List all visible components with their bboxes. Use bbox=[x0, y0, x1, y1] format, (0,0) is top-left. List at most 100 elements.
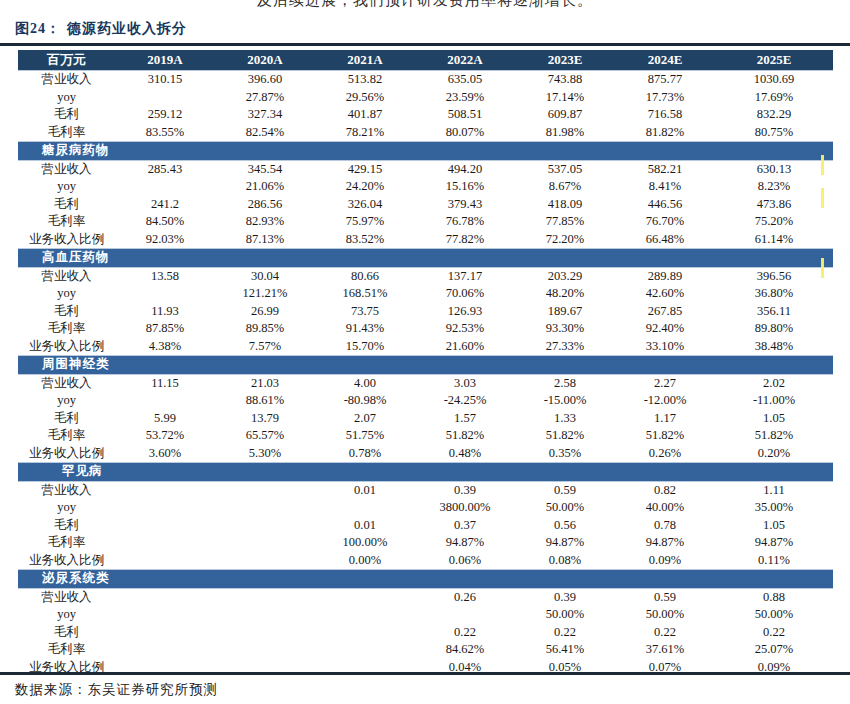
value-cell bbox=[215, 606, 315, 624]
value-cell: 82.54% bbox=[215, 124, 315, 142]
table-row: 毛利率84.62%56.41%37.61%25.07% bbox=[18, 641, 833, 659]
table-row: yoy3800.00%50.00%40.00%35.00% bbox=[18, 499, 833, 517]
value-cell: 21.06% bbox=[215, 178, 315, 196]
value-cell: 87.85% bbox=[115, 320, 215, 338]
value-cell: 4.38% bbox=[115, 338, 215, 356]
year-header: 2022A bbox=[415, 50, 515, 71]
value-cell: 94.87% bbox=[515, 534, 615, 552]
value-cell bbox=[215, 641, 315, 659]
table-row: 业务收入比例3.60%5.30%0.78%0.48%0.35%0.26%0.20… bbox=[18, 445, 833, 463]
table-row: yoy21.06%24.20%15.16%8.67%8.41%8.23% bbox=[18, 178, 833, 196]
clipped-paragraph-text: 及后续进展，我们预计研发费用率将逐渐增长。 bbox=[0, 0, 850, 10]
value-cell: 0.59 bbox=[615, 588, 715, 606]
value-cell: 473.86 bbox=[715, 196, 833, 214]
row-label: 业务收入比例 bbox=[18, 445, 115, 463]
value-cell: 75.20% bbox=[715, 213, 833, 231]
value-cell: 3.60% bbox=[115, 445, 215, 463]
value-cell bbox=[115, 285, 215, 303]
unit-header: 百万元 bbox=[18, 50, 115, 71]
value-cell: 27.87% bbox=[215, 89, 315, 107]
value-cell: 42.60% bbox=[615, 285, 715, 303]
value-cell: 875.77 bbox=[615, 71, 715, 89]
value-cell bbox=[415, 606, 515, 624]
value-cell: 80.07% bbox=[415, 124, 515, 142]
value-cell: 35.00% bbox=[715, 499, 833, 517]
value-cell: 70.06% bbox=[415, 285, 515, 303]
value-cell: 87.13% bbox=[215, 231, 315, 249]
value-cell bbox=[115, 178, 215, 196]
section-title: 罕见病 bbox=[18, 463, 833, 482]
value-cell: 0.08% bbox=[515, 552, 615, 570]
value-cell: 94.87% bbox=[615, 534, 715, 552]
value-cell: 1.05 bbox=[715, 517, 833, 535]
value-cell: 0.39 bbox=[415, 481, 515, 499]
value-cell: 0.22 bbox=[515, 624, 615, 642]
value-cell: 396.56 bbox=[715, 267, 833, 285]
value-cell: 203.29 bbox=[515, 267, 615, 285]
value-cell bbox=[115, 89, 215, 107]
value-cell: 0.26 bbox=[415, 588, 515, 606]
value-cell: 1.17 bbox=[615, 410, 715, 428]
value-cell: 0.78% bbox=[315, 445, 415, 463]
value-cell: 494.20 bbox=[415, 160, 515, 178]
value-cell: 0.88 bbox=[715, 588, 833, 606]
value-cell: 630.13 bbox=[715, 160, 833, 178]
year-header: 2020A bbox=[215, 50, 315, 71]
value-cell: 48.20% bbox=[515, 285, 615, 303]
value-cell bbox=[215, 517, 315, 535]
value-cell: 15.70% bbox=[315, 338, 415, 356]
header-row: 百万元2019A2020A2021A2022A2023E2024E2025E bbox=[18, 50, 833, 71]
value-cell: 429.15 bbox=[315, 160, 415, 178]
value-cell: 21.60% bbox=[415, 338, 515, 356]
value-cell: 50.00% bbox=[515, 499, 615, 517]
value-cell: 50.00% bbox=[515, 606, 615, 624]
value-cell: 84.50% bbox=[115, 213, 215, 231]
table-row: 毛利259.12327.34401.87508.51609.87716.5883… bbox=[18, 106, 833, 124]
value-cell bbox=[315, 624, 415, 642]
value-cell bbox=[215, 588, 315, 606]
value-cell bbox=[215, 499, 315, 517]
section-band-row: 罕见病 bbox=[18, 463, 833, 482]
value-cell bbox=[115, 481, 215, 499]
table-row: 业务收入比例0.00%0.06%0.08%0.09%0.11% bbox=[18, 552, 833, 570]
value-cell: 635.05 bbox=[415, 71, 515, 89]
data-source-note: 数据来源：东吴证券研究所预测 bbox=[15, 681, 218, 699]
table-row: yoy121.21%168.51%70.06%48.20%42.60%36.80… bbox=[18, 285, 833, 303]
value-cell: 94.87% bbox=[715, 534, 833, 552]
horizontal-rule-top bbox=[0, 43, 850, 46]
value-cell: 17.73% bbox=[615, 89, 715, 107]
table-row: 营业收入310.15396.60513.82635.05743.88875.77… bbox=[18, 71, 833, 89]
value-cell: 50.00% bbox=[715, 606, 833, 624]
value-cell bbox=[115, 624, 215, 642]
table-row: 营业收入11.1521.034.003.032.582.272.02 bbox=[18, 374, 833, 392]
value-cell: 396.60 bbox=[215, 71, 315, 89]
value-cell: 84.62% bbox=[415, 641, 515, 659]
value-cell: 401.87 bbox=[315, 106, 415, 124]
value-cell: 0.26% bbox=[615, 445, 715, 463]
value-cell: 0.56 bbox=[515, 517, 615, 535]
value-cell bbox=[315, 641, 415, 659]
value-cell: 2.27 bbox=[615, 374, 715, 392]
value-cell: 121.21% bbox=[215, 285, 315, 303]
value-cell: 0.22 bbox=[415, 624, 515, 642]
value-cell: 285.43 bbox=[115, 160, 215, 178]
value-cell: 832.29 bbox=[715, 106, 833, 124]
value-cell: 21.03 bbox=[215, 374, 315, 392]
table-row: 营业收入0.010.390.590.821.11 bbox=[18, 481, 833, 499]
row-label: 营业收入 bbox=[18, 160, 115, 178]
horizontal-rule-bottom bbox=[0, 672, 850, 675]
value-cell bbox=[115, 499, 215, 517]
value-cell: 5.99 bbox=[115, 410, 215, 428]
value-cell: 66.48% bbox=[615, 231, 715, 249]
value-cell: 40.00% bbox=[615, 499, 715, 517]
highlight-tick-mark bbox=[821, 258, 824, 278]
value-cell: 92.53% bbox=[415, 320, 515, 338]
table-row: 业务收入比例4.38%7.57%15.70%21.60%27.33%33.10%… bbox=[18, 338, 833, 356]
value-cell: 8.23% bbox=[715, 178, 833, 196]
table-row: yoy50.00%50.00%50.00% bbox=[18, 606, 833, 624]
row-label: 业务收入比例 bbox=[18, 552, 115, 570]
value-cell: 61.14% bbox=[715, 231, 833, 249]
row-label: yoy bbox=[18, 499, 115, 517]
value-cell bbox=[215, 534, 315, 552]
value-cell: 11.15 bbox=[115, 374, 215, 392]
